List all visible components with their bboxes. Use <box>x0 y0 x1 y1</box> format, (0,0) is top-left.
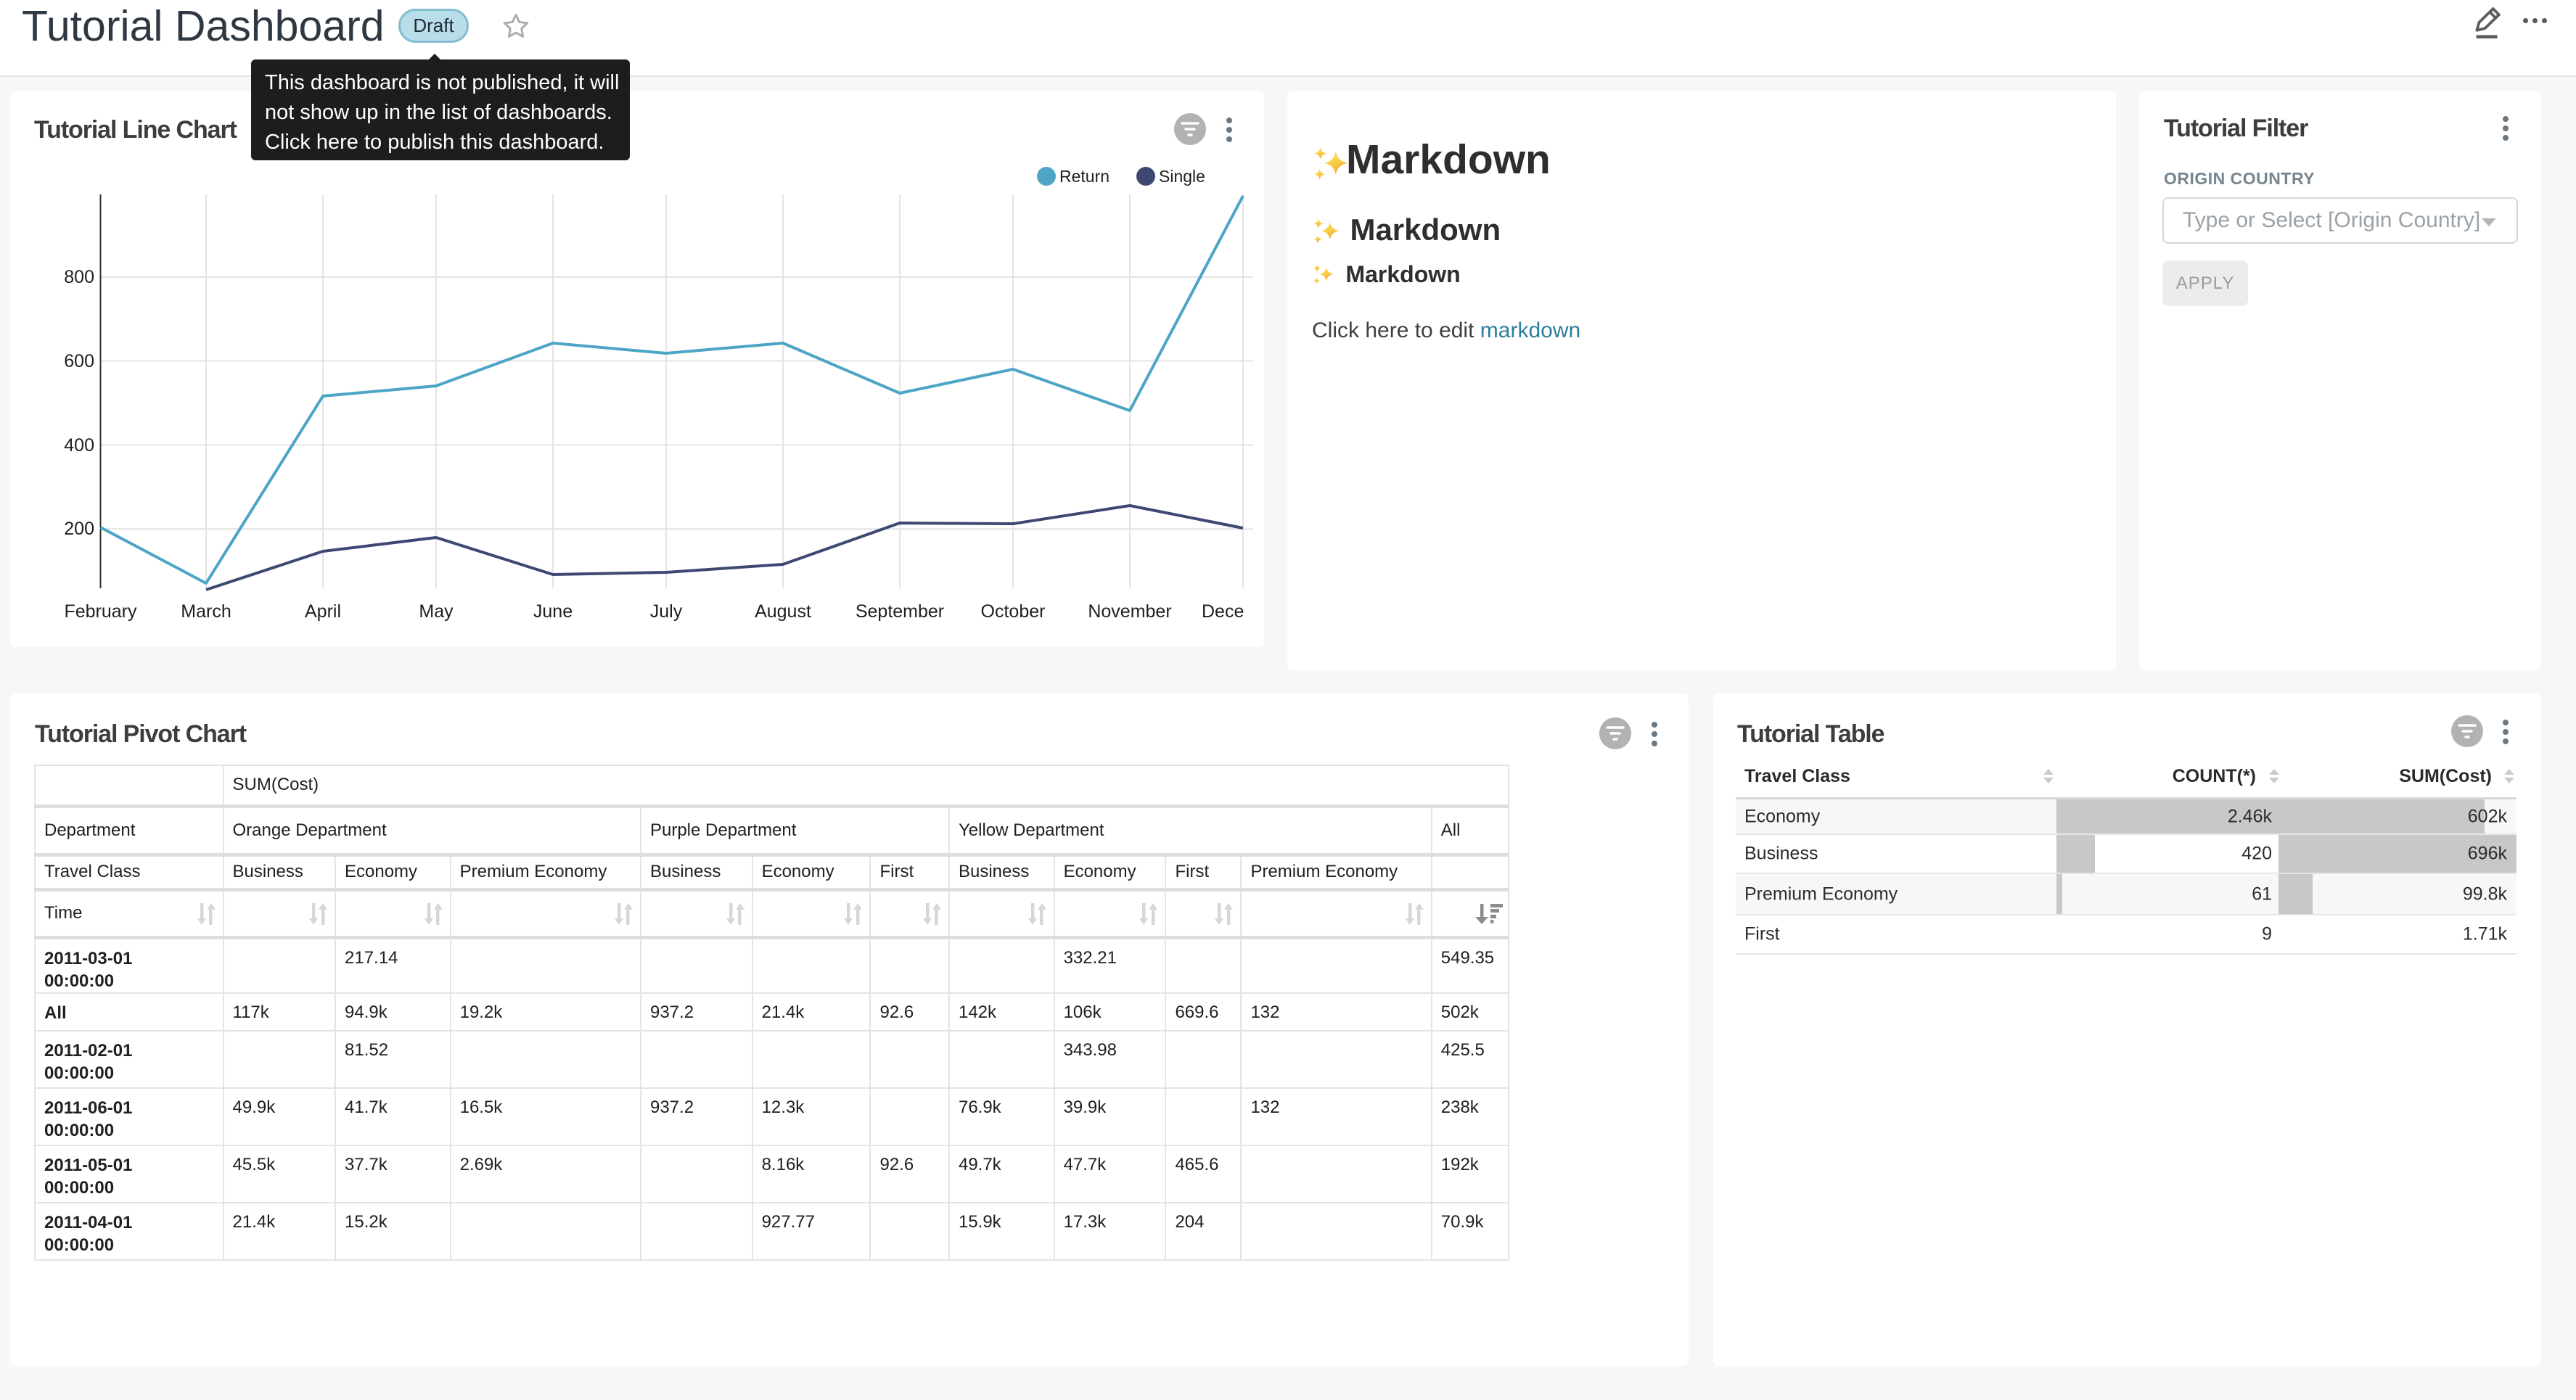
svg-text:Return: Return <box>1059 167 1109 186</box>
svg-text:600: 600 <box>64 351 94 371</box>
svg-text:Single: Single <box>1159 167 1205 186</box>
svg-text:200: 200 <box>64 519 94 539</box>
svg-text:October: October <box>981 601 1046 622</box>
svg-text:September: September <box>856 601 944 622</box>
svg-text:400: 400 <box>64 435 94 456</box>
svg-text:May: May <box>419 601 454 622</box>
svg-text:August: August <box>755 601 811 622</box>
svg-text:Dece: Dece <box>1202 601 1244 622</box>
svg-text:July: July <box>650 601 683 622</box>
svg-text:November: November <box>1088 601 1171 622</box>
svg-text:February: February <box>64 601 137 622</box>
svg-text:800: 800 <box>64 267 94 287</box>
svg-text:April: April <box>305 601 341 622</box>
svg-text:March: March <box>181 601 231 622</box>
svg-text:June: June <box>533 601 573 622</box>
